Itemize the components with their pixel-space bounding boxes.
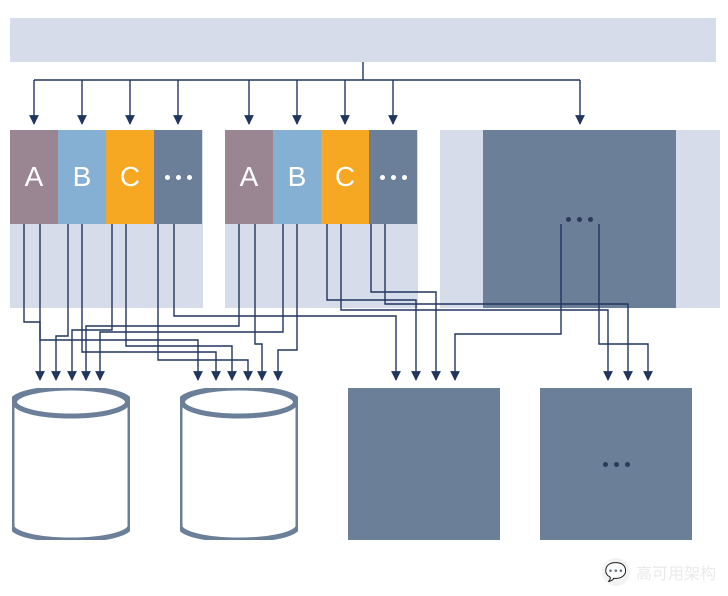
cell-label: C [106, 130, 154, 224]
cell-label: B [58, 130, 106, 224]
top-bar [10, 18, 716, 62]
watermark-text: 高可用架构 [636, 560, 716, 584]
cell-label: A [225, 130, 273, 224]
database-cylinder-icon [180, 388, 298, 540]
cell-label: A [10, 130, 58, 224]
ellipsis-icon [164, 174, 192, 180]
bottom-square [348, 388, 500, 540]
cell-label: C [321, 130, 369, 224]
chat-icon: 💬 [602, 558, 630, 586]
ellipsis-icon [379, 174, 407, 180]
database-cylinder-icon [12, 388, 130, 540]
watermark: 💬 高可用架构 [602, 558, 716, 586]
ellipsis-icon [566, 216, 594, 222]
cell-label: B [273, 130, 321, 224]
ellipsis-icon [602, 461, 630, 467]
